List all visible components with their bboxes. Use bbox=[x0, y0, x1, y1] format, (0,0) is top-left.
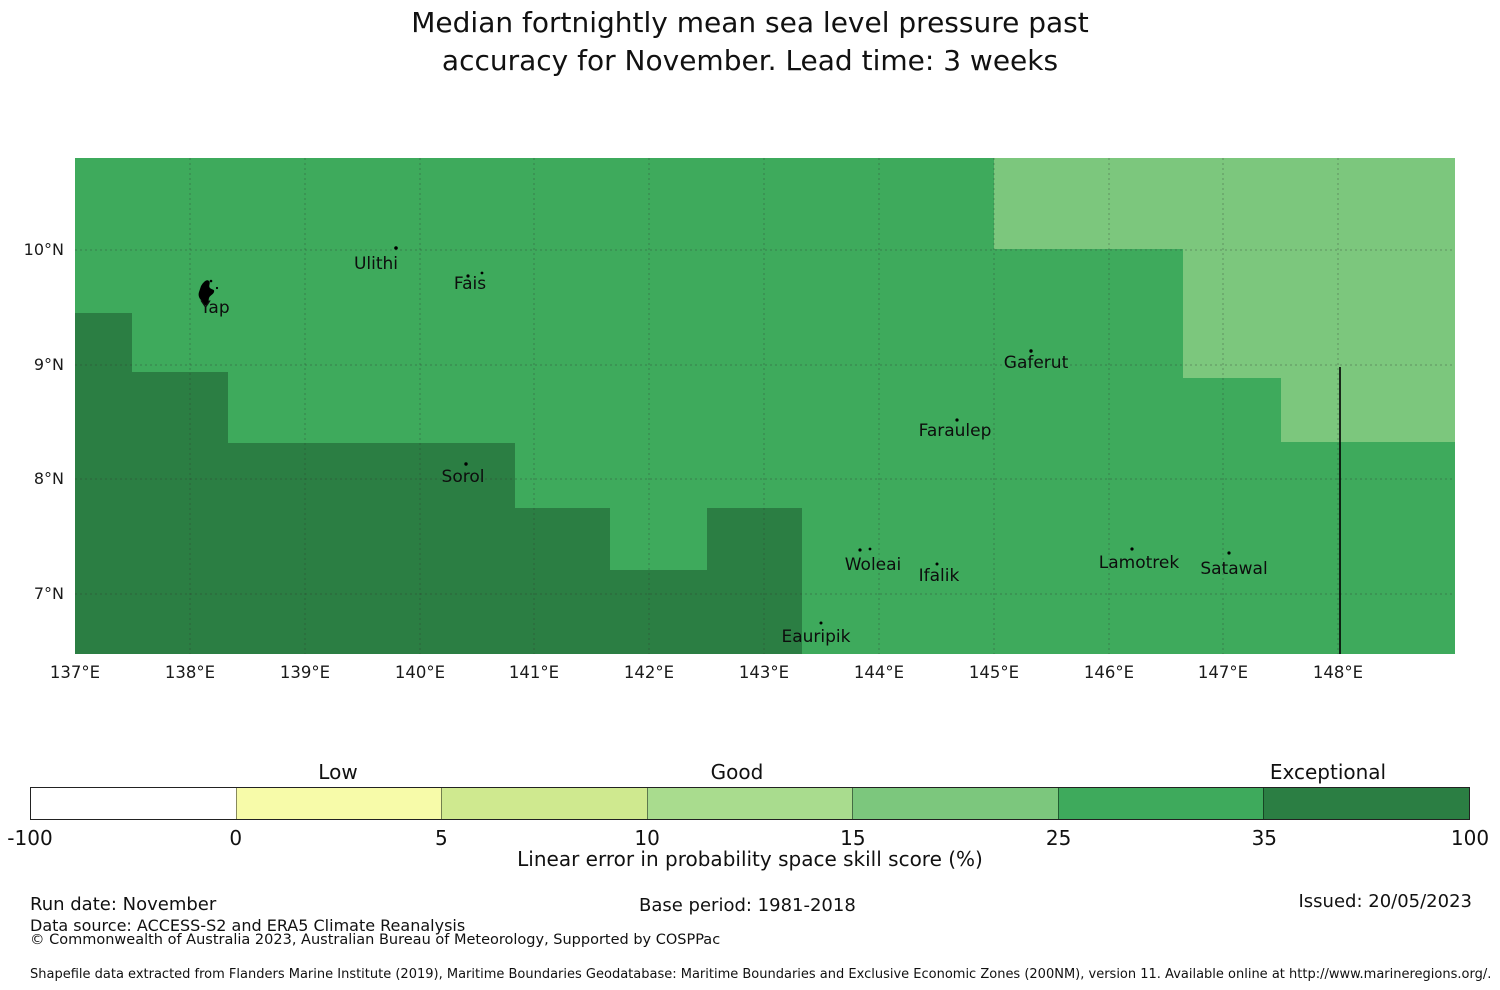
y-tick-7n: 7°N bbox=[33, 584, 64, 603]
y-tick-8n: 8°N bbox=[33, 469, 64, 488]
island-label-satawal: Satawal bbox=[1200, 559, 1268, 579]
island-label-ifalik: Ifalik bbox=[918, 566, 960, 586]
island-dot bbox=[1130, 547, 1134, 551]
skill-map bbox=[75, 158, 1455, 654]
colorbar-axis-label: Linear error in probability space skill … bbox=[517, 847, 983, 871]
colorbar-segment-5-10 bbox=[441, 788, 647, 819]
island-label-lamotrek: Lamotrek bbox=[1098, 553, 1180, 573]
island-label-woleai: Woleai bbox=[844, 555, 902, 575]
island-label-fais: Fais bbox=[453, 274, 487, 294]
colorbar-tick-25: 25 bbox=[1045, 826, 1072, 850]
island-dot bbox=[464, 462, 468, 466]
colorbar-quality-good: Good bbox=[710, 760, 764, 784]
colorbar-tick-35: 35 bbox=[1251, 826, 1278, 850]
colorbar-segment-10-15 bbox=[646, 788, 853, 819]
region-skill-35-100 bbox=[75, 313, 802, 654]
colorbar-segment-25-35 bbox=[1057, 788, 1264, 819]
y-tick-9n: 9°N bbox=[33, 355, 64, 374]
issued-text: Issued: 20/05/2023 bbox=[1298, 891, 1472, 912]
colorbar bbox=[30, 787, 1470, 820]
island-dot bbox=[480, 271, 484, 275]
island-dot bbox=[1227, 551, 1231, 555]
colorbar-quality-low: Low bbox=[318, 760, 358, 784]
map-plot-area: Yap Ulithi Fais Sorol Gaferut Faraulep W… bbox=[75, 158, 1455, 654]
x-tick-140e: 140°E bbox=[394, 663, 446, 682]
colorbar-segment-35-100 bbox=[1263, 788, 1470, 819]
x-tick-144e: 144°E bbox=[853, 663, 905, 682]
island-label-yap: Yap bbox=[200, 298, 230, 318]
colorbar-tick-10: 10 bbox=[634, 826, 660, 850]
x-tick-148e: 148°E bbox=[1312, 663, 1364, 682]
island-label-gaferut: Gaferut bbox=[1003, 353, 1069, 373]
x-tick-146e: 146°E bbox=[1083, 663, 1135, 682]
island-label-sorol: Sorol bbox=[441, 467, 485, 487]
colorbar-tick-5: 5 bbox=[435, 826, 448, 850]
title-line-1: Median fortnightly mean sea level pressu… bbox=[411, 6, 1089, 39]
x-tick-147e: 147°E bbox=[1197, 663, 1249, 682]
colorbar-segment-neg100-0 bbox=[31, 788, 236, 819]
colorbar-quality-exceptional: Exceptional bbox=[1269, 760, 1387, 784]
island-markers bbox=[198, 246, 1231, 625]
x-tick-143e: 143°E bbox=[738, 663, 790, 682]
colorbar-tick-15: 15 bbox=[840, 826, 866, 850]
island-dot bbox=[858, 548, 862, 552]
data-source-text: Data source: ACCESS-S2 and ERA5 Climate … bbox=[30, 916, 466, 935]
run-date-text: Run date: November bbox=[30, 894, 217, 915]
island-label-eauripik: Eauripik bbox=[781, 627, 851, 647]
x-tick-137e: 137°E bbox=[49, 663, 101, 682]
x-tick-139e: 139°E bbox=[279, 663, 331, 682]
x-tick-138e: 138°E bbox=[164, 663, 216, 682]
island-dot bbox=[955, 418, 959, 422]
base-period-text: Base period: 1981-2018 bbox=[639, 895, 856, 916]
island-dot bbox=[466, 274, 470, 278]
island-dot bbox=[209, 279, 213, 283]
shapefile-note: Shapefile data extracted from Flanders M… bbox=[30, 967, 1492, 982]
x-tick-142e: 142°E bbox=[623, 663, 675, 682]
colorbar-tick-0: 0 bbox=[229, 826, 243, 850]
colorbar-segment-15-25 bbox=[852, 788, 1058, 819]
island-dot bbox=[819, 621, 823, 625]
x-tick-141e: 141°E bbox=[508, 663, 560, 682]
island-label-ulithi: Ulithi bbox=[353, 254, 399, 274]
colorbar-segment-0-5 bbox=[235, 788, 442, 819]
colorbar-tick-neg100: -100 bbox=[7, 826, 53, 850]
graticule bbox=[75, 158, 1455, 654]
x-tick-145e: 145°E bbox=[968, 663, 1020, 682]
y-tick-10n: 10°N bbox=[23, 240, 64, 259]
yap-island-shape bbox=[198, 280, 215, 306]
island-label-faraulep: Faraulep bbox=[918, 421, 992, 441]
island-dot bbox=[935, 562, 939, 566]
title-line-2: accuracy for November. Lead time: 3 week… bbox=[441, 44, 1059, 77]
island-dot bbox=[394, 246, 398, 250]
island-dot bbox=[1029, 349, 1033, 353]
island-dot bbox=[215, 286, 219, 290]
page-title: Median fortnightly mean sea level pressu… bbox=[0, 4, 1500, 80]
colorbar-tick-100: 100 bbox=[1450, 826, 1490, 850]
copyright-text: © Commonwealth of Australia 2023, Austra… bbox=[30, 932, 721, 948]
island-dot bbox=[868, 547, 872, 551]
